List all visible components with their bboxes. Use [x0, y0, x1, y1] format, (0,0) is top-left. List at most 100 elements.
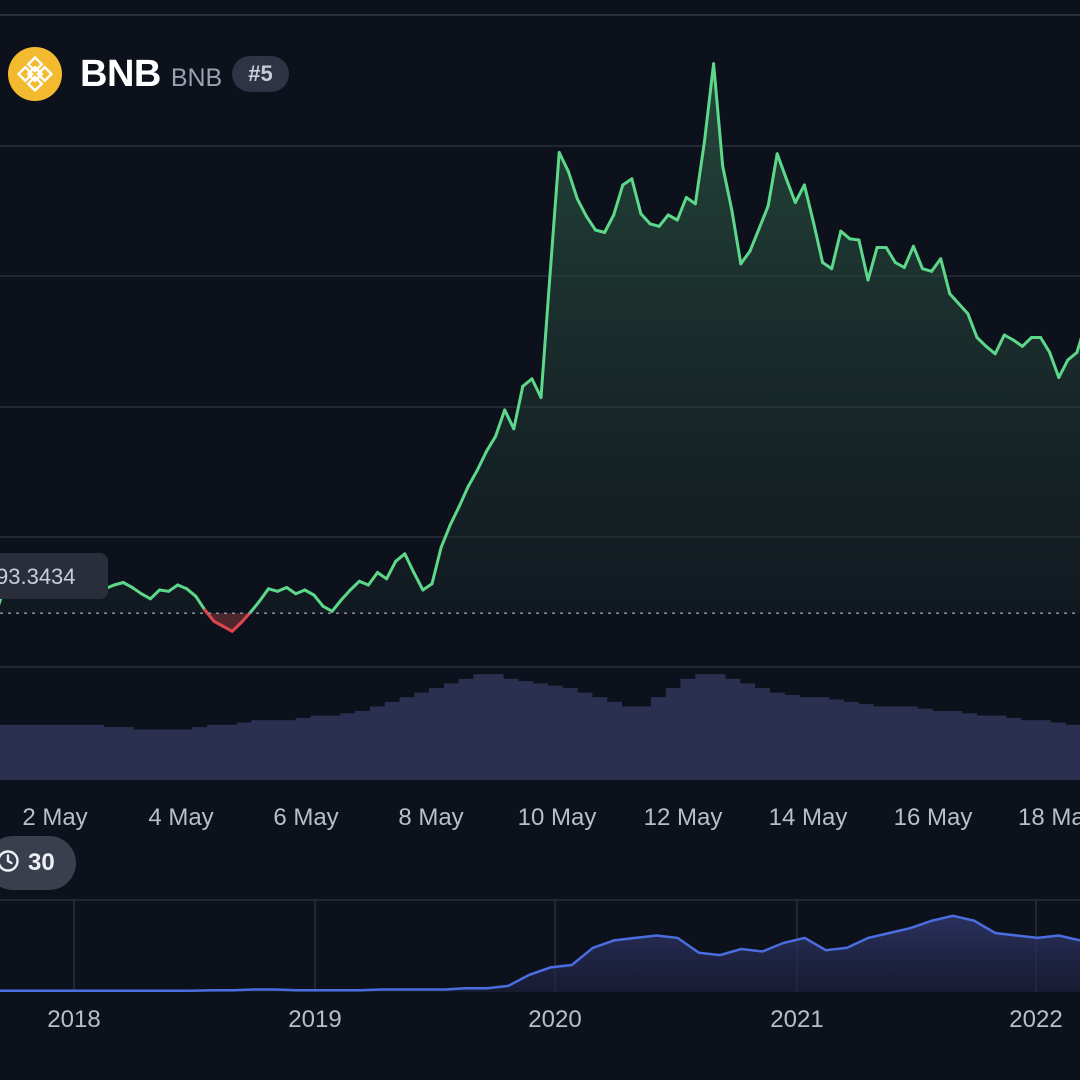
- volume-bar: [207, 724, 223, 780]
- price-line-segment: [621, 177, 634, 187]
- price-line-segment: [1039, 336, 1052, 354]
- price-line-segment: [194, 594, 207, 612]
- volume-bar: [665, 688, 682, 780]
- volume-bar: [177, 729, 193, 780]
- clock-icon: [0, 849, 20, 878]
- volume-bar: [813, 697, 830, 780]
- price-line-segment: [721, 164, 734, 212]
- x-tick-label: 2 May: [22, 804, 87, 831]
- price-line-segment: [594, 228, 607, 234]
- volume-bar: [414, 692, 430, 780]
- x-tick-label: 10 May: [518, 804, 597, 831]
- volume-bar: [133, 729, 149, 780]
- volume-bar: [488, 674, 504, 780]
- navigator-year-label: 2021: [770, 1006, 823, 1033]
- volume-bar: [0, 724, 16, 780]
- price-line-segment: [893, 261, 906, 269]
- price-line-segment: [330, 598, 343, 613]
- price-line-segment: [684, 196, 697, 206]
- price-line-segment: [412, 571, 425, 592]
- price-line-segment: [902, 244, 915, 269]
- price-line-segment: [494, 408, 507, 438]
- price-line-segment: [948, 292, 961, 306]
- price-line-segment: [521, 377, 534, 388]
- volume-bar: [429, 688, 445, 780]
- price-line-segment: [1002, 333, 1015, 342]
- volume-bar: [946, 711, 963, 780]
- price-line-segment: [921, 267, 934, 273]
- price-line-segment: [693, 139, 706, 206]
- price-line-segment: [221, 624, 234, 633]
- price-line-segment: [312, 593, 325, 608]
- navigator-fill: [0, 915, 1080, 992]
- price-line-segment: [139, 592, 152, 601]
- price-line-segment: [766, 152, 779, 208]
- volume-bar: [932, 711, 948, 780]
- volume-bar: [710, 674, 726, 780]
- volume-bar: [591, 697, 608, 780]
- volume-bar: [221, 724, 238, 780]
- coin-name: BNB: [80, 52, 161, 95]
- price-line-segment: [403, 552, 416, 574]
- volume-bar: [784, 694, 800, 780]
- price-line-segment: [321, 604, 334, 613]
- x-tick-label: 4 May: [148, 804, 213, 831]
- volume-bar: [532, 683, 548, 780]
- navigator-chart[interactable]: [0, 899, 1080, 993]
- navigator-year-label: 2019: [288, 1006, 341, 1033]
- price-fill-down: [0, 613, 1080, 632]
- price-line-segment: [739, 249, 752, 266]
- volume-bar: [843, 701, 859, 780]
- price-line-segment: [121, 581, 134, 589]
- volume-bar: [340, 713, 356, 780]
- volume-bar: [1020, 720, 1037, 780]
- price-line-segment: [267, 587, 280, 593]
- price-line-segment: [830, 229, 843, 271]
- x-tick-label: 18 Ma: [1018, 804, 1080, 831]
- price-line-segment: [512, 384, 525, 431]
- range-selector-button[interactable]: 30: [0, 836, 76, 890]
- volume-bar: [887, 706, 904, 780]
- price-line-segment: [884, 246, 897, 264]
- price-line-segment: [530, 377, 543, 399]
- volume-bar: [1006, 717, 1022, 780]
- volume-bar: [739, 683, 756, 780]
- price-line-segment: [703, 62, 716, 143]
- price-line-segment: [712, 62, 725, 168]
- volume-bar: [517, 681, 534, 780]
- volume-bar: [458, 678, 474, 780]
- price-line-segment: [748, 227, 761, 253]
- price-line-segment: [112, 581, 125, 587]
- price-line-segment: [939, 257, 952, 296]
- price-line-segment: [285, 586, 298, 596]
- price-line-segment: [239, 611, 252, 624]
- price-line-segment: [793, 183, 806, 204]
- price-line-segment: [376, 571, 389, 581]
- price-line-segment: [657, 213, 670, 228]
- price-line-segment: [802, 183, 815, 224]
- price-line-segment: [148, 588, 161, 601]
- volume-bar: [577, 692, 593, 780]
- price-line-segment: [848, 237, 861, 242]
- price-line-segment: [276, 586, 289, 593]
- volume-bars: [0, 674, 1080, 780]
- volume-bar: [103, 727, 119, 780]
- volume-bar: [562, 688, 578, 780]
- coin-symbol: BNB: [170, 63, 223, 92]
- navigator-year-label: 2018: [47, 1006, 100, 1033]
- price-line-segment: [812, 221, 825, 264]
- volume-bar: [44, 724, 60, 780]
- volume-bar: [961, 713, 977, 780]
- price-line-segment: [439, 523, 452, 549]
- price-line-segment: [1011, 338, 1024, 348]
- price-line-segment: [294, 588, 307, 596]
- price-line-segment: [603, 213, 616, 234]
- volume-bar: [798, 697, 815, 780]
- price-line-segment: [203, 608, 216, 623]
- price-line-segment: [303, 588, 316, 597]
- price-line-segment: [167, 583, 180, 593]
- volume-bar: [384, 701, 401, 780]
- volume-bar: [192, 727, 208, 780]
- price-line-segment: [130, 586, 143, 596]
- price-line-segment: [385, 559, 398, 581]
